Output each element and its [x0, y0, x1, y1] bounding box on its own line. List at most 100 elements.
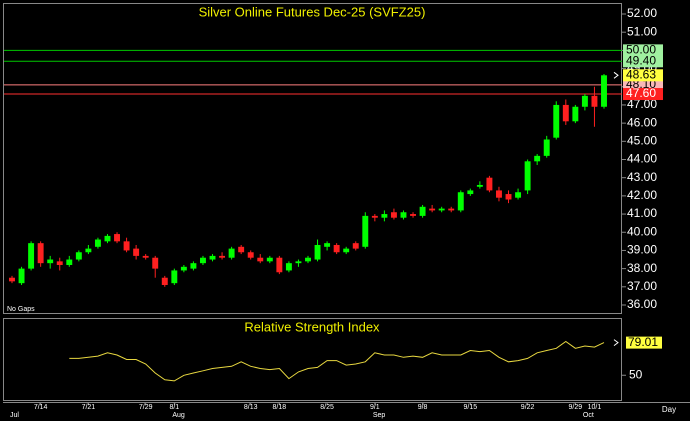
candle-body: [362, 215, 369, 247]
last-arrow: [613, 339, 619, 347]
y-tick-label: 51.00: [627, 24, 657, 38]
last-rsi-label: 79.01: [628, 335, 658, 349]
candle-body: [343, 248, 350, 253]
candle-body: [601, 75, 607, 107]
last-arrow: [613, 71, 619, 79]
candle-body: [448, 208, 455, 211]
level-tag: [623, 55, 663, 68]
candle-body: [28, 243, 35, 269]
candle-body: [142, 255, 149, 258]
candle-body: [476, 184, 483, 187]
candle-body: [114, 234, 120, 242]
x-tick-label: 7/29: [139, 404, 153, 411]
candle-body: [467, 190, 474, 195]
candle-body: [228, 248, 235, 258]
y-tick-label: 50: [629, 367, 643, 381]
candle-body: [419, 206, 426, 216]
y-tick-label: 44.00: [627, 152, 657, 166]
x-tick-label: 8/13: [244, 404, 258, 411]
candle-body: [534, 155, 541, 162]
candle-body: [390, 212, 397, 218]
x-tick-label: 8/25: [320, 404, 334, 411]
candle-body: [486, 177, 493, 191]
y-tick-label: 37.00: [627, 279, 657, 293]
rsi-line: [69, 340, 605, 382]
y-tick-label: 46.00: [627, 115, 657, 129]
candle-body: [257, 257, 264, 262]
candle-body: [247, 252, 254, 258]
y-tick-label: 43.00: [627, 170, 657, 184]
x-tick-label: 9/8: [418, 404, 428, 411]
candle-body: [314, 244, 321, 260]
price-panel: [3, 3, 622, 314]
candle-body: [572, 106, 579, 122]
level-label: 49.40: [626, 53, 656, 67]
candle-body: [429, 208, 436, 211]
candle-body: [352, 243, 359, 249]
x-tick-label: 9/1: [370, 404, 380, 411]
chart-title: Silver Online Futures Dec-25 (SVFZ25): [199, 4, 426, 19]
y-tick-label: 42.00: [627, 188, 657, 202]
level-tag: [623, 44, 663, 57]
candle-body: [123, 241, 130, 251]
x-tick-label: 9/15: [464, 404, 478, 411]
candle-body: [94, 239, 101, 247]
candle-body: [371, 215, 378, 218]
candle-body: [18, 268, 25, 284]
x-tick-label: 8/1: [169, 404, 179, 411]
candle-body: [85, 248, 92, 253]
candle-body: [104, 235, 111, 242]
y-tick-label: 47.00: [627, 97, 657, 111]
candle-body: [515, 192, 522, 198]
y-tick-label: 40.00: [627, 224, 657, 238]
candle-body: [37, 243, 44, 264]
level-tag: [623, 88, 663, 101]
candle-body: [47, 259, 54, 264]
note: No Gaps: [7, 306, 35, 313]
candle-body: [238, 246, 245, 253]
candle-body: [581, 95, 588, 107]
level-label: 50.00: [626, 43, 656, 57]
candle-body: [295, 261, 302, 264]
candle-body: [591, 95, 598, 107]
candle-body: [410, 214, 416, 216]
x-tick-label: 10/1: [588, 404, 602, 411]
candle-body: [75, 252, 82, 260]
level-label: 47.60: [626, 86, 656, 100]
candle-body: [400, 212, 407, 218]
y-tick-label: 41.00: [627, 206, 657, 220]
x-tick-label: 7/14: [34, 404, 48, 411]
rsi-title: Relative Strength Index: [244, 319, 380, 334]
month-label: Aug: [172, 412, 185, 419]
rsi-panel: [3, 318, 622, 401]
candle-body: [152, 257, 159, 269]
candle-body: [200, 257, 206, 264]
y-tick-label: 39.00: [627, 243, 657, 257]
x-axis-label: Day: [662, 405, 676, 414]
candle-body: [161, 277, 168, 285]
candle-body: [171, 270, 178, 284]
candle-body: [56, 261, 63, 265]
candle-body: [133, 248, 140, 256]
x-tick-label: 7/21: [82, 404, 96, 411]
candle-body: [180, 266, 187, 271]
candle-body: [438, 208, 445, 211]
candle-body: [190, 263, 197, 269]
last-tag: [626, 336, 662, 349]
candle-body: [496, 190, 502, 198]
candle-body: [333, 244, 340, 253]
y-tick-label: 52.00: [627, 6, 657, 20]
candle-body: [66, 259, 73, 265]
y-tick-label: 36.00: [627, 297, 657, 311]
candle-body: [9, 277, 15, 282]
month-label: Jul: [10, 412, 19, 419]
candle-body: [209, 255, 216, 260]
candle-body: [562, 104, 569, 122]
candle-body: [305, 257, 311, 262]
month-label: Oct: [583, 412, 594, 419]
y-tick-label: 38.00: [627, 261, 657, 275]
candle-body: [505, 194, 512, 200]
x-tick-label: 9/22: [521, 404, 535, 411]
